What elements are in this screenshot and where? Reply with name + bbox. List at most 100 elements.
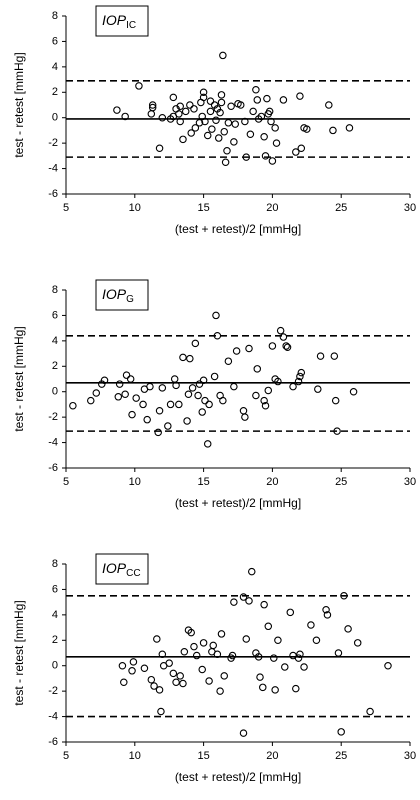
data-point	[220, 127, 228, 136]
data-point	[155, 686, 164, 694]
data-point	[230, 138, 238, 146]
data-point	[169, 669, 178, 678]
data-point	[175, 110, 183, 118]
data-point	[230, 598, 238, 606]
data-point	[322, 606, 330, 614]
data-point	[227, 102, 235, 111]
data-point	[297, 144, 306, 152]
data-point	[92, 389, 101, 397]
data-point	[274, 636, 282, 645]
panel-label-main: IOP	[102, 12, 127, 28]
y-tick-label: 4	[52, 335, 58, 347]
data-point	[292, 148, 300, 156]
data-point	[296, 372, 304, 381]
data-point	[169, 93, 178, 102]
data-point	[260, 600, 268, 609]
data-point	[228, 651, 237, 660]
data-point	[271, 124, 279, 132]
data-point	[316, 352, 325, 360]
x-tick-label: 30	[404, 202, 416, 214]
data-point	[281, 663, 289, 671]
data-point	[241, 413, 249, 421]
label-box	[95, 5, 149, 37]
data-point	[191, 339, 200, 348]
data-point	[157, 707, 165, 716]
x-tick-label: 20	[266, 202, 278, 214]
data-point	[129, 658, 138, 666]
data-point	[201, 396, 209, 405]
panel-label-subscript: G	[126, 294, 134, 305]
data-point	[296, 650, 304, 659]
data-point	[172, 678, 180, 686]
data-point	[248, 567, 256, 576]
panel-label-main: IOP	[102, 560, 127, 576]
data-point	[135, 82, 143, 90]
data-point	[180, 647, 189, 656]
data-point	[259, 683, 267, 692]
data-point	[199, 639, 208, 647]
panel-label-subscript: CC	[126, 568, 140, 579]
data-point	[330, 352, 339, 360]
data-point	[198, 408, 206, 416]
data-point	[205, 677, 213, 685]
data-point	[148, 101, 157, 109]
data-point	[216, 108, 224, 117]
data-point	[176, 672, 184, 680]
y-tick-label: 2	[52, 360, 58, 372]
x-tick-label: 30	[404, 750, 416, 762]
data-point	[212, 311, 220, 320]
x-tick-label: 25	[335, 750, 347, 762]
data-point	[213, 650, 222, 659]
data-point	[239, 407, 248, 415]
data-point	[337, 728, 345, 736]
data-point	[344, 625, 352, 633]
data-point	[175, 400, 183, 409]
data-point	[188, 384, 197, 392]
data-point	[118, 661, 127, 670]
data-point	[213, 332, 222, 340]
data-point	[261, 401, 270, 410]
data-point	[120, 678, 128, 686]
data-point	[276, 326, 285, 335]
data-point	[166, 400, 175, 409]
data-point	[283, 343, 292, 351]
panel: -6 -4 -2 0 2 4 6 8 5 10 15 20 25 30 (test + retest)/2 …	[12, 553, 416, 784]
data-point	[366, 707, 374, 716]
data-point	[292, 684, 300, 693]
data-point	[246, 130, 255, 138]
y-tick-label: 6	[52, 583, 58, 595]
data-point	[268, 342, 277, 350]
y-axis-label: test - retest [mmHg]	[12, 326, 26, 431]
y-tick-label: -6	[48, 736, 58, 748]
data-point	[199, 376, 208, 385]
data-point	[128, 410, 136, 419]
data-point	[289, 382, 297, 391]
data-point	[219, 396, 227, 405]
data-point	[282, 342, 290, 350]
data-point	[113, 106, 121, 114]
data-point	[132, 394, 140, 402]
data-point	[195, 119, 204, 127]
data-point	[314, 385, 322, 393]
x-tick-label: 20	[266, 750, 278, 762]
data-point	[264, 622, 273, 631]
data-point	[231, 120, 239, 128]
data-point	[271, 686, 279, 694]
data-point	[183, 417, 191, 425]
data-point	[147, 110, 156, 118]
data-point	[176, 117, 184, 126]
data-point	[187, 628, 195, 637]
panel-label-subscript: IC	[126, 20, 136, 31]
data-point	[331, 396, 340, 405]
data-point	[303, 125, 311, 133]
data-point	[148, 103, 157, 112]
data-point	[249, 107, 257, 116]
data-point	[237, 101, 245, 109]
data-point	[208, 125, 216, 133]
data-point	[201, 117, 209, 126]
data-point	[203, 131, 212, 140]
data-point	[263, 94, 271, 103]
panel: -6 -4 -2 0 2 4 6 8 5 10 15 20 25 30 (test + retest)/2 …	[12, 5, 416, 236]
data-point	[214, 134, 223, 142]
y-tick-label: 8	[52, 10, 58, 22]
